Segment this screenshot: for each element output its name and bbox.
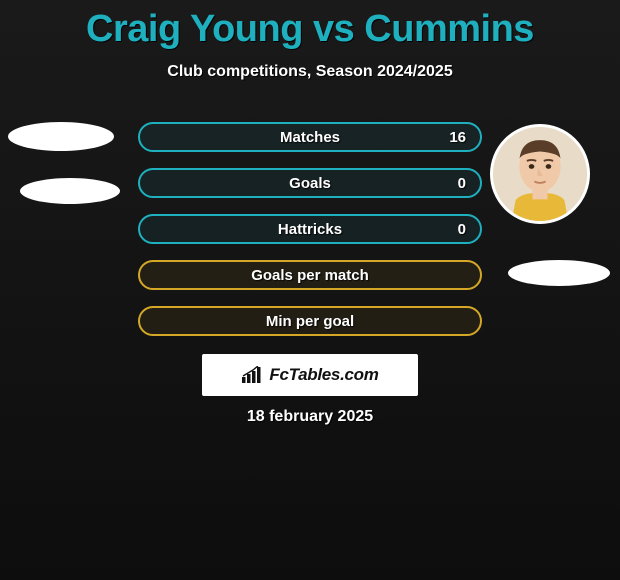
stat-label: Goals per match	[251, 267, 369, 284]
stat-label: Goals	[289, 175, 331, 192]
stat-row-matches: Matches 16	[138, 122, 482, 152]
stat-value-right: 0	[458, 175, 466, 192]
placeholder-ellipse	[20, 178, 120, 204]
stat-row-min-per-goal: Min per goal	[138, 306, 482, 336]
stat-value-right: 16	[449, 129, 466, 146]
fctables-logo[interactable]: FcTables.com	[202, 354, 418, 396]
placeholder-ellipse	[8, 122, 114, 151]
avatar-icon	[493, 127, 587, 221]
stat-row-goals-per-match: Goals per match	[138, 260, 482, 290]
subtitle: Club competitions, Season 2024/2025	[0, 63, 620, 81]
bar-chart-icon	[241, 366, 263, 384]
date-text: 18 february 2025	[0, 408, 620, 426]
player-right-avatar	[490, 124, 590, 224]
stat-label: Matches	[280, 129, 340, 146]
logo-text: FcTables.com	[269, 365, 378, 385]
page-title: Craig Young vs Cummins	[0, 0, 620, 51]
stat-row-hattricks: Hattricks 0	[138, 214, 482, 244]
stat-label: Min per goal	[266, 313, 354, 330]
stat-value-right: 0	[458, 221, 466, 238]
placeholder-ellipse	[508, 260, 610, 286]
stat-row-goals: Goals 0	[138, 168, 482, 198]
stat-label: Hattricks	[278, 221, 342, 238]
stats-container: Matches 16 Goals 0 Hattricks 0 Goals per…	[138, 122, 482, 352]
